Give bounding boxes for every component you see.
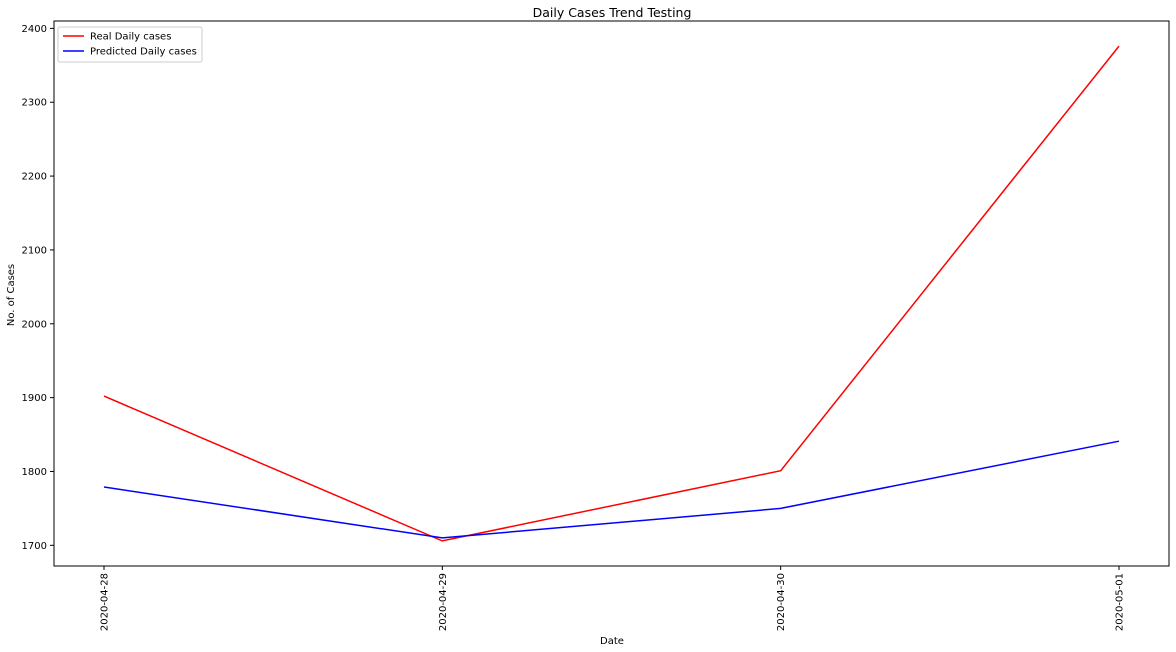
x-tick-label: 2020-05-01: [1115, 573, 1126, 631]
y-tick-label: 1800: [22, 467, 47, 478]
series-layer: [103, 45, 1120, 542]
plot-area: [53, 20, 1170, 567]
y-axis-label: No. of Cases: [6, 264, 17, 326]
y-tick-label: 2400: [22, 24, 47, 35]
x-tick-label: 2020-04-30: [776, 573, 787, 631]
chart-title: Daily Cases Trend Testing: [533, 5, 692, 20]
y-tick-label: 1900: [22, 393, 47, 404]
series-line-predicted: [103, 440, 1120, 539]
legend-frame: [57, 26, 203, 63]
legend-label: Predicted Daily cases: [90, 47, 197, 58]
legend: Real Daily cases Predicted Daily cases: [57, 26, 203, 63]
series-line-real: [103, 45, 1120, 542]
y-axis: 1700 1800 1900 2000 2100 2200 2300 2400: [22, 24, 54, 552]
x-axis-label: Date: [600, 636, 624, 647]
y-tick-label: 2200: [22, 172, 47, 183]
y-tick-label: 2100: [22, 245, 47, 256]
y-tick-label: 2000: [22, 319, 47, 330]
legend-label: Real Daily cases: [90, 32, 171, 43]
x-axis: 2020-04-28 2020-04-29 2020-04-30 2020-05-01: [100, 566, 1126, 631]
y-tick-label: 1700: [22, 541, 47, 552]
x-tick-label: 2020-04-29: [438, 573, 449, 631]
x-tick-label: 2020-04-28: [100, 573, 111, 631]
y-tick-label: 2300: [22, 98, 47, 109]
